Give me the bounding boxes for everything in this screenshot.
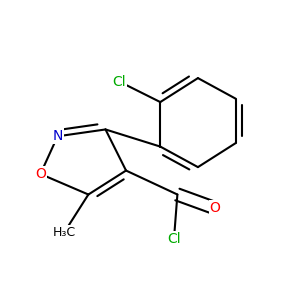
Text: Cl: Cl <box>112 74 126 88</box>
Text: O: O <box>210 201 220 215</box>
Text: N: N <box>52 129 63 143</box>
Text: H₃C: H₃C <box>53 226 76 239</box>
Text: Cl: Cl <box>167 232 181 246</box>
Text: O: O <box>35 167 46 181</box>
